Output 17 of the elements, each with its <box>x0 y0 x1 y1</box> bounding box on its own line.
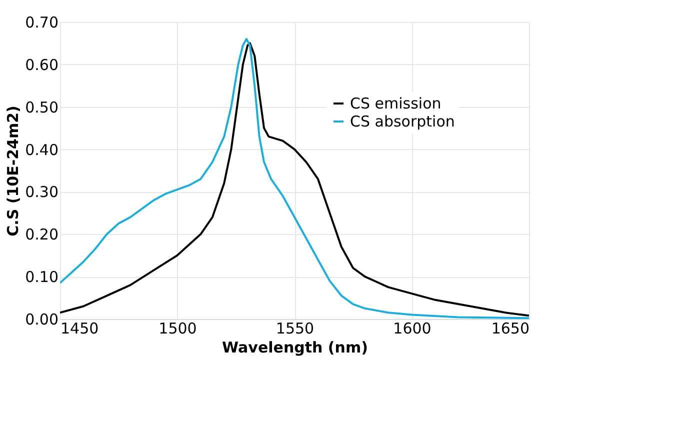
y-tick-label: 0.60 <box>25 56 58 74</box>
legend-label: CS absorption <box>350 112 455 130</box>
legend-label: CS emission <box>350 94 442 112</box>
y-tick-label: 0.30 <box>25 183 58 202</box>
x-tick-label: 1650 <box>491 320 530 338</box>
y-tick-label: 0.40 <box>25 140 58 159</box>
y-tick-label: 0.20 <box>25 226 58 244</box>
y-axis-title: C.S (10E-24m2) <box>4 106 22 236</box>
y-tick-label: 0.00 <box>25 310 58 328</box>
y-tick-label: 0.70 <box>25 14 58 32</box>
x-tick-label: 1600 <box>393 320 432 338</box>
x-tick-label: 1500 <box>158 320 197 338</box>
x-tick-label: 1450 <box>60 320 99 338</box>
y-tick-label: 0.10 <box>25 268 58 286</box>
y-tick-label: 0.50 <box>25 98 58 116</box>
x-axis-title: Wavelength (nm) <box>222 338 368 356</box>
x-tick-label: 1550 <box>276 320 314 338</box>
